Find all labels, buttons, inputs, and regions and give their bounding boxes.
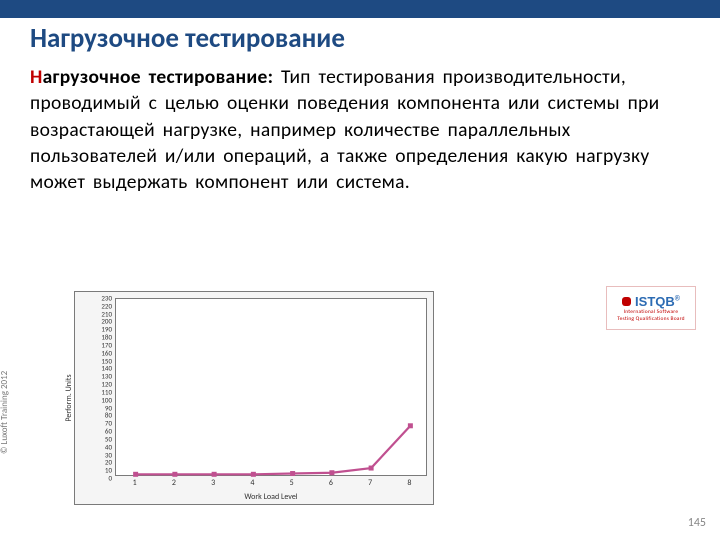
top-bar [0,0,720,18]
chart-marker [172,472,177,477]
chart-ytick: 130 [79,372,112,381]
term-first-letter: Н [30,65,43,89]
chart-ytick: 220 [79,301,112,310]
istqb-logo: ISTQB® International Software Testing Qu… [606,286,696,330]
chart-marker [212,472,217,477]
chart-ytick: 50 [79,434,112,443]
chart-ytick: 230 [79,294,112,303]
istqb-brand: ISTQB® [635,294,680,309]
chart-ytick: 120 [79,380,112,389]
istqb-logo-row: ISTQB® [622,294,680,309]
chart-marker [369,466,374,471]
chart-ytick: 140 [79,364,112,373]
chart-marker [329,470,334,475]
chart-marker [133,472,138,477]
chart-xlabel: Work Load Level [115,492,427,502]
chart-ytick: 60 [79,427,112,436]
chart-ytick: 0 [79,474,112,483]
chart-canvas: Work Load Level Perform. Units 010203040… [74,291,434,505]
chart-ytick: 170 [79,340,112,349]
chart-ytick: 10 [79,466,112,475]
chart-marker [290,471,295,476]
chart-plot-area [115,298,427,476]
istqb-logo-icon [622,297,631,306]
chart-xtick: 5 [290,478,294,488]
chart-ytick: 200 [79,317,112,326]
chart-ytick: 30 [79,450,112,459]
slide-title: Нагрузочное тестирование [30,22,345,55]
chart-xtick: 7 [368,478,372,488]
chart-ytick: 40 [79,442,112,451]
chart-ytick: 70 [79,419,112,428]
load-chart: Work Load Level Perform. Units 010203040… [74,291,434,505]
istqb-sub2: Testing Qualifications Board [617,316,685,322]
chart-ytick: 190 [79,325,112,334]
istqb-brand-text: ISTQB [635,294,675,309]
chart-xtick: 3 [211,478,215,488]
chart-ytick: 110 [79,387,112,396]
chart-ytick: 20 [79,458,112,467]
chart-marker [408,423,413,428]
istqb-subtitle: International Software Testing Qualifica… [617,309,685,321]
chart-marker [251,472,256,477]
definition-text: Нагрузочное тестирование: Тип тестирован… [30,64,700,196]
chart-ytick: 150 [79,356,112,365]
chart-ytick: 210 [79,309,112,318]
chart-ytick: 180 [79,333,112,342]
chart-svg [116,299,430,479]
chart-ylabel: Perform. Units [64,374,74,421]
chart-ytick: 160 [79,348,112,357]
chart-ytick: 100 [79,395,112,404]
term-rest: агрузочное тестирование: [43,65,274,89]
istqb-registered: ® [675,296,680,303]
chart-xtick: 1 [133,478,137,488]
chart-xtick: 6 [329,478,333,488]
chart-ytick: 90 [79,403,112,412]
slide: Нагрузочное тестирование Нагрузочное тес… [0,0,720,540]
copyright: © Luxoft Training 2012 [0,371,10,454]
chart-xtick: 8 [407,478,411,488]
chart-xtick: 4 [250,478,254,488]
page-number: 145 [688,516,706,530]
chart-ytick: 80 [79,411,112,420]
chart-xtick: 2 [172,478,176,488]
